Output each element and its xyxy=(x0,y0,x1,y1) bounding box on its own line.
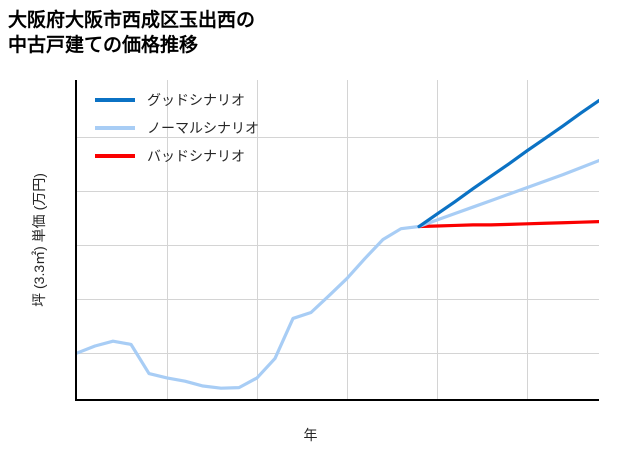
series-layer xyxy=(77,98,599,390)
legend-color-swatch xyxy=(95,126,135,130)
plot-area: 8090100110120 200520102015202020252030 坪… xyxy=(31,80,599,401)
series-line xyxy=(417,220,599,229)
gridline-vertical xyxy=(257,80,258,399)
x-axis-title: 年 xyxy=(303,427,318,443)
legend-item-label: グッドシナリオ xyxy=(147,92,245,108)
gridline-horizontal xyxy=(77,353,599,355)
page-title: 大阪府大阪市西成区玉出西の 中古戸建ての価格推移 xyxy=(8,10,256,57)
series-line xyxy=(77,158,599,390)
chart-legend: グッドシナリオ ノーマルシナリオ バッドシナリオ xyxy=(95,91,259,165)
plot-inner xyxy=(77,80,599,399)
gridline-vertical xyxy=(527,80,528,399)
legend-item[interactable]: ノーマルシナリオ xyxy=(95,119,259,137)
gridline-horizontal xyxy=(77,244,599,246)
legend-color-swatch xyxy=(95,154,135,158)
legend-item[interactable]: バッドシナリオ xyxy=(95,147,259,165)
legend-item[interactable]: グッドシナリオ xyxy=(95,91,259,109)
legend-color-swatch xyxy=(95,98,135,102)
gridline-vertical xyxy=(167,80,168,399)
series-line xyxy=(417,98,599,229)
legend-item-label: バッドシナリオ xyxy=(147,148,245,164)
gridline-horizontal xyxy=(77,136,599,138)
gridline-horizontal xyxy=(77,190,599,192)
legend-item-label: ノーマルシナリオ xyxy=(147,120,259,136)
gridline-vertical xyxy=(437,80,438,399)
gridline-vertical xyxy=(347,80,348,399)
y-axis-title: 坪 (3.3㎡) 単価 (万円) xyxy=(31,173,47,307)
gridline-horizontal xyxy=(77,298,599,300)
